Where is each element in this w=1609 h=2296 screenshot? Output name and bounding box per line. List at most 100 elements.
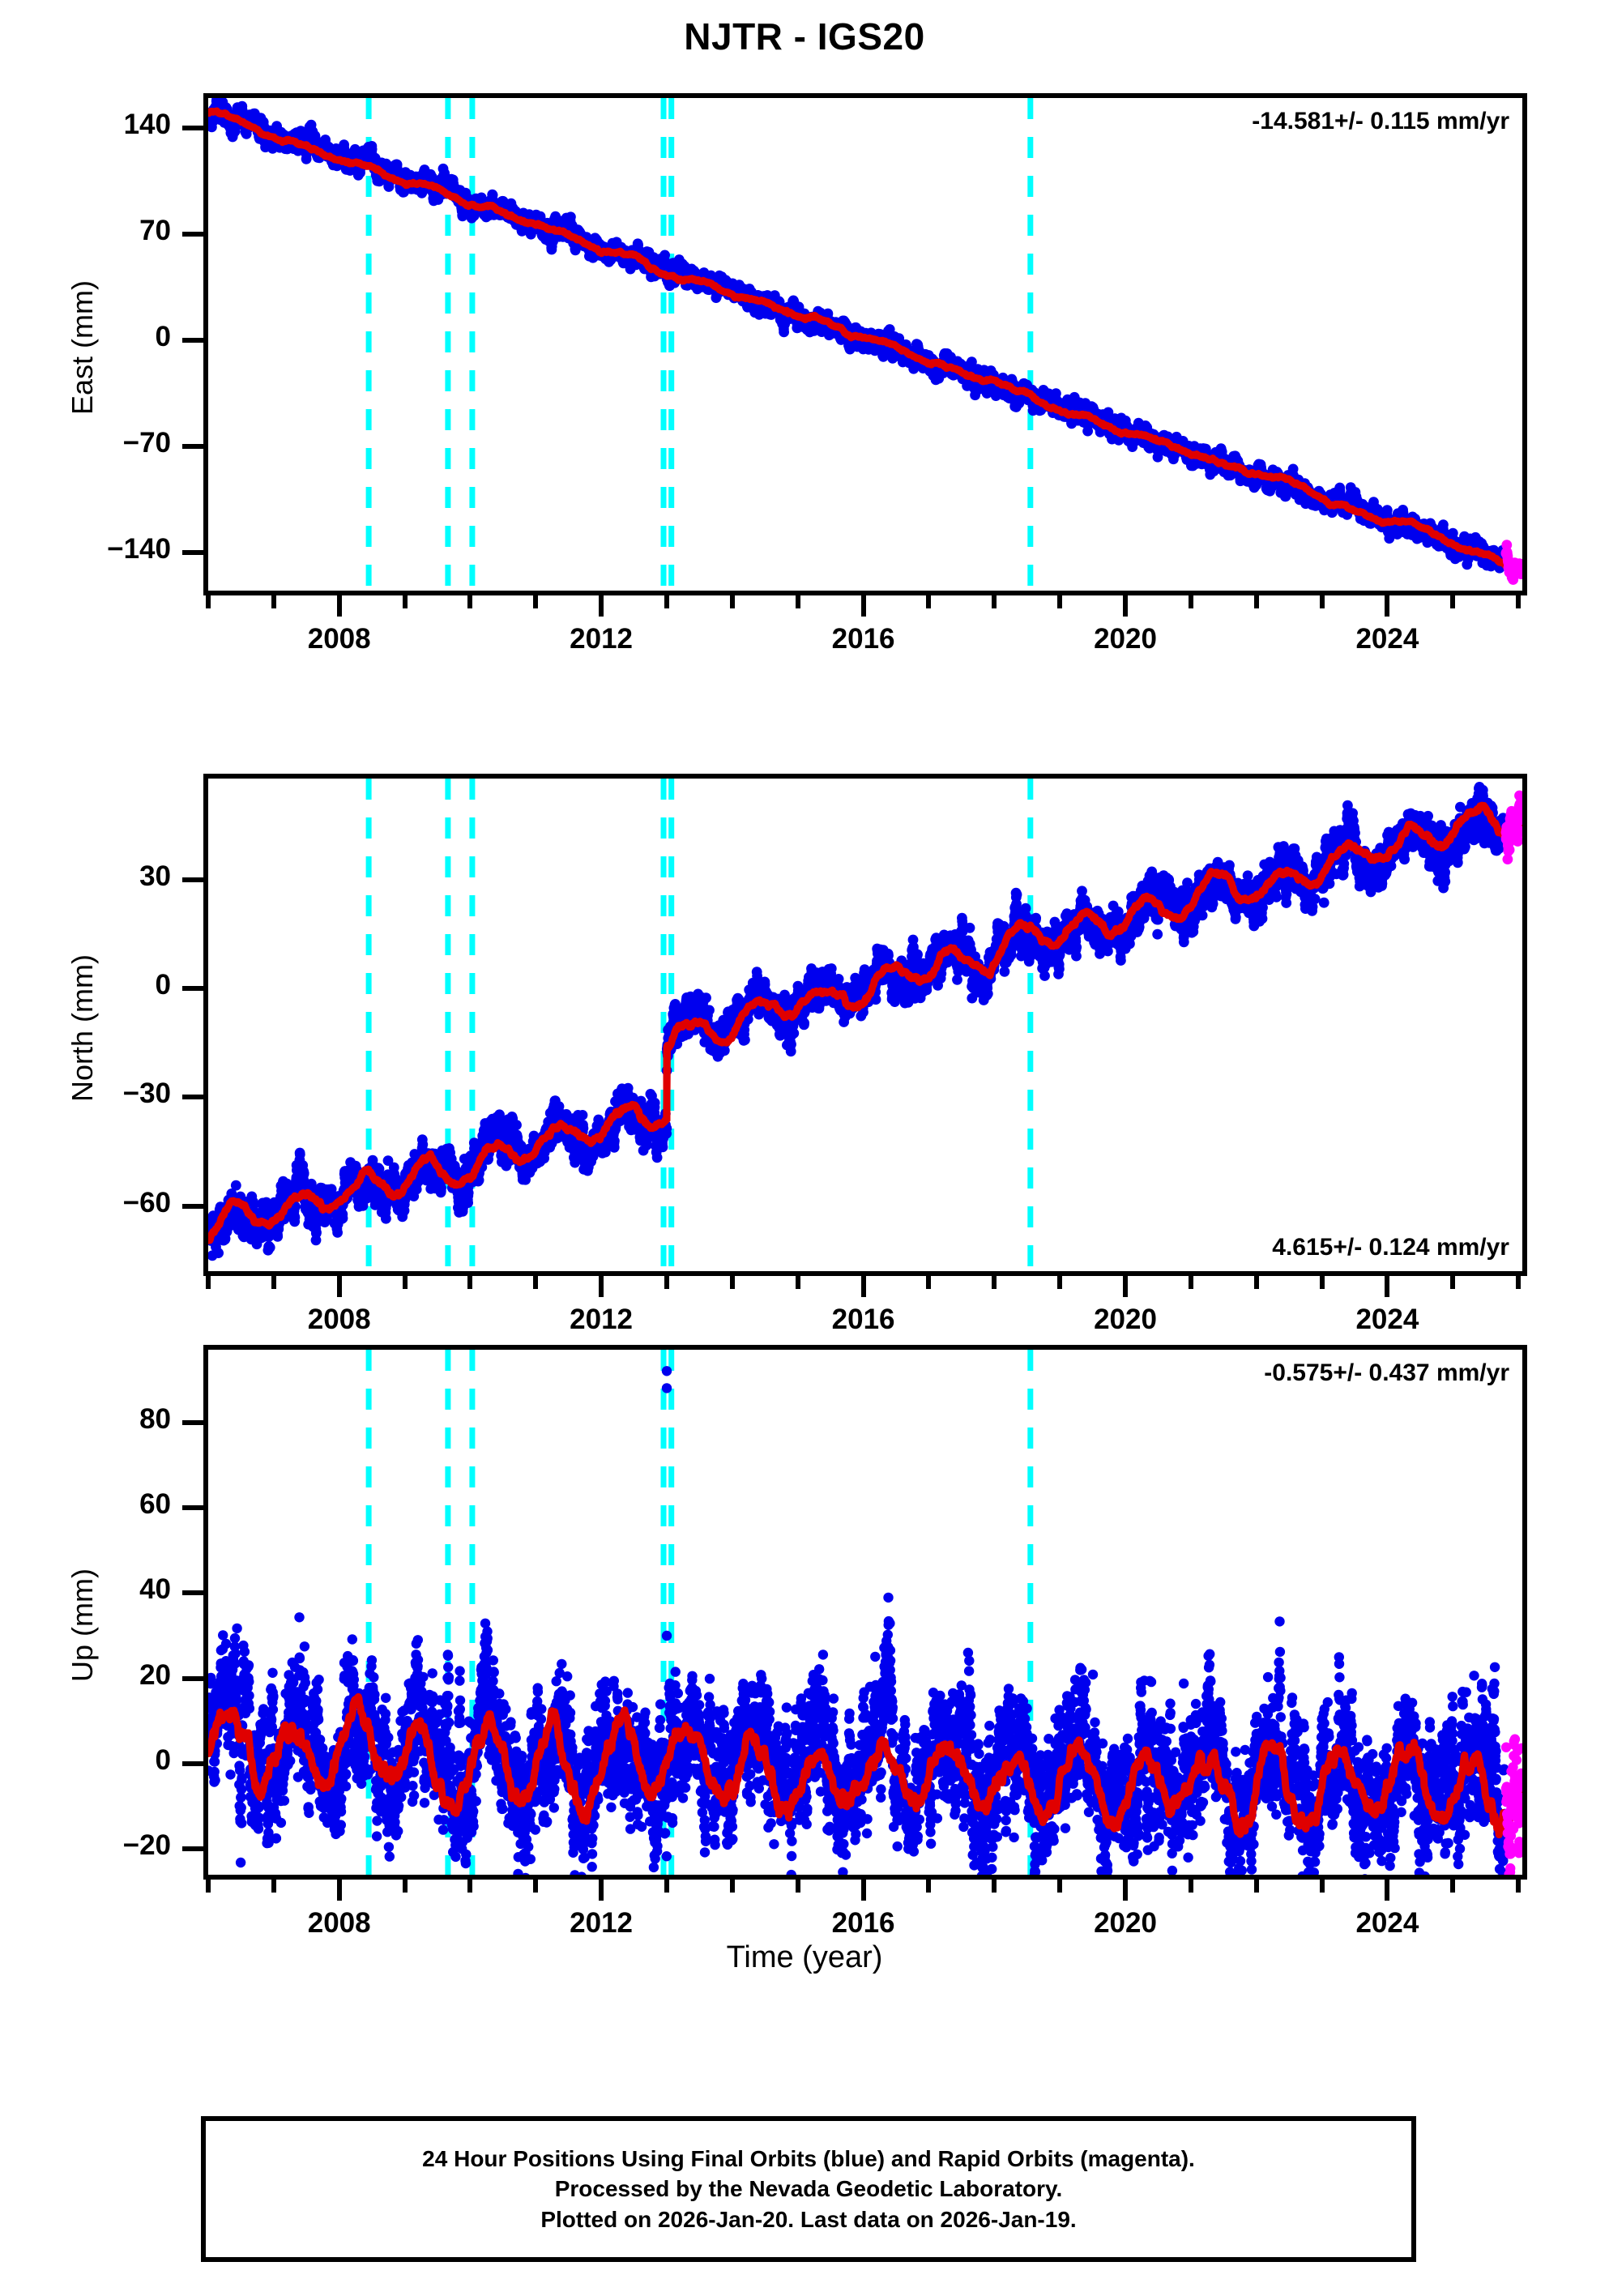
panel-north-frame bbox=[203, 774, 1527, 1276]
x-tick-up-2018 bbox=[992, 1880, 997, 1893]
y-tick-up-1 bbox=[182, 1504, 203, 1510]
y-tick-up-0 bbox=[182, 1419, 203, 1425]
x-tick-north-2020 bbox=[1123, 1276, 1128, 1297]
x-tick-up-2019 bbox=[1057, 1880, 1063, 1893]
y-tick-up-2 bbox=[182, 1590, 203, 1596]
x-tick-north-2007 bbox=[271, 1276, 276, 1289]
x-tick-up-2006 bbox=[206, 1880, 211, 1893]
x-tick-label-up-2024: 2024 bbox=[1314, 1907, 1460, 1940]
y-tick-east-0 bbox=[182, 126, 203, 131]
x-tick-up-2010 bbox=[467, 1880, 473, 1893]
y-tick-up-5 bbox=[182, 1846, 203, 1852]
y-tick-east-1 bbox=[182, 232, 203, 237]
x-tick-label-east-2020: 2020 bbox=[1052, 623, 1198, 655]
x-tick-label-east-2024: 2024 bbox=[1314, 623, 1460, 655]
caption-box: 24 Hour Positions Using Final Orbits (bl… bbox=[201, 2116, 1416, 2262]
y-tick-east-2 bbox=[182, 338, 203, 344]
x-tick-label-up-2008: 2008 bbox=[267, 1907, 412, 1940]
y-tick-label-up-3: 20 bbox=[9, 1659, 171, 1692]
east-data-plot bbox=[208, 98, 1522, 591]
x-tick-north-2008 bbox=[336, 1276, 342, 1297]
x-tick-north-2024 bbox=[1385, 1276, 1390, 1297]
y-tick-label-east-3: −70 bbox=[9, 427, 171, 459]
x-tick-east-2025 bbox=[1450, 595, 1456, 608]
y-tick-up-3 bbox=[182, 1675, 203, 1681]
north-rate-label: 4.615+/- 0.124 mm/yr bbox=[1272, 1234, 1509, 1261]
east-rate-label: -14.581+/- 0.115 mm/yr bbox=[1252, 108, 1509, 135]
x-tick-north-2012 bbox=[599, 1276, 604, 1297]
x-tick-north-2010 bbox=[467, 1276, 473, 1289]
x-tick-up-2013 bbox=[664, 1880, 669, 1893]
x-tick-up-2011 bbox=[533, 1880, 539, 1893]
x-tick-up-2009 bbox=[402, 1880, 408, 1893]
x-tick-up-2017 bbox=[926, 1880, 932, 1893]
x-tick-label-north-2024: 2024 bbox=[1314, 1304, 1460, 1336]
y-tick-label-north-1: 0 bbox=[9, 969, 171, 1001]
x-tick-east-2022 bbox=[1253, 595, 1259, 608]
x-tick-east-2008 bbox=[336, 595, 342, 617]
panel-up: -0.575+/- 0.437 mm/yr bbox=[203, 1345, 1527, 1880]
x-tick-north-2021 bbox=[1188, 1276, 1193, 1289]
panel-north-canvas bbox=[208, 779, 1522, 1271]
x-tick-east-2012 bbox=[599, 595, 604, 617]
y-tick-label-up-1: 60 bbox=[9, 1488, 171, 1521]
y-tick-label-east-2: 0 bbox=[9, 321, 171, 353]
x-tick-east-2017 bbox=[926, 595, 932, 608]
north-data-plot bbox=[208, 779, 1522, 1271]
y-tick-label-up-4: 0 bbox=[9, 1744, 171, 1777]
x-tick-east-2020 bbox=[1123, 595, 1128, 617]
x-tick-east-2021 bbox=[1188, 595, 1193, 608]
caption-line-3: Plotted on 2026-Jan-20. Last data on 202… bbox=[540, 2204, 1076, 2235]
x-tick-east-2013 bbox=[664, 595, 669, 608]
y-tick-label-north-3: −60 bbox=[9, 1187, 171, 1219]
y-tick-east-3 bbox=[182, 444, 203, 450]
up-axis-label: Up (mm) bbox=[66, 1528, 100, 1722]
x-tick-east-2014 bbox=[729, 595, 735, 608]
x-tick-north-2022 bbox=[1253, 1276, 1259, 1289]
x-tick-east-2007 bbox=[271, 595, 276, 608]
x-tick-label-up-2020: 2020 bbox=[1052, 1907, 1198, 1940]
x-tick-north-2015 bbox=[795, 1276, 800, 1289]
x-axis-title: Time (year) bbox=[0, 1940, 1609, 1975]
y-tick-north-3 bbox=[182, 1203, 203, 1209]
x-tick-east-2018 bbox=[992, 595, 997, 608]
x-tick-north-2013 bbox=[664, 1276, 669, 1289]
x-tick-up-2016 bbox=[860, 1880, 866, 1901]
x-tick-east-2015 bbox=[795, 595, 800, 608]
y-tick-label-up-5: −20 bbox=[9, 1829, 171, 1862]
x-tick-label-up-2012: 2012 bbox=[528, 1907, 674, 1940]
x-tick-up-2012 bbox=[599, 1880, 604, 1901]
x-tick-up-2024 bbox=[1385, 1880, 1390, 1901]
x-tick-up-2007 bbox=[271, 1880, 276, 1893]
x-tick-label-north-2012: 2012 bbox=[528, 1304, 674, 1336]
x-tick-up-2021 bbox=[1188, 1880, 1193, 1893]
panel-up-canvas bbox=[208, 1350, 1522, 1875]
x-tick-north-2009 bbox=[402, 1276, 408, 1289]
panel-east-canvas bbox=[208, 98, 1522, 591]
panel-north: 4.615+/- 0.124 mm/yr bbox=[203, 774, 1527, 1276]
y-tick-label-east-0: 140 bbox=[9, 109, 171, 141]
x-tick-label-north-2016: 2016 bbox=[791, 1304, 937, 1336]
x-tick-east-2009 bbox=[402, 595, 408, 608]
y-tick-north-2 bbox=[182, 1095, 203, 1100]
x-tick-east-2016 bbox=[860, 595, 866, 617]
x-tick-up-2026 bbox=[1516, 1880, 1522, 1893]
x-tick-north-2023 bbox=[1319, 1276, 1325, 1289]
x-tick-label-north-2020: 2020 bbox=[1052, 1304, 1198, 1336]
x-tick-up-2025 bbox=[1450, 1880, 1456, 1893]
y-tick-label-east-4: −140 bbox=[9, 533, 171, 565]
x-tick-up-2014 bbox=[729, 1880, 735, 1893]
x-tick-east-2026 bbox=[1516, 595, 1522, 608]
x-tick-up-2023 bbox=[1319, 1880, 1325, 1893]
x-tick-north-2017 bbox=[926, 1276, 932, 1289]
x-tick-north-2018 bbox=[992, 1276, 997, 1289]
x-tick-up-2008 bbox=[336, 1880, 342, 1901]
x-tick-east-2010 bbox=[467, 595, 473, 608]
x-tick-north-2014 bbox=[729, 1276, 735, 1289]
y-tick-label-north-2: −30 bbox=[9, 1078, 171, 1110]
x-tick-up-2020 bbox=[1123, 1880, 1128, 1901]
x-tick-north-2016 bbox=[860, 1276, 866, 1297]
x-tick-east-2019 bbox=[1057, 595, 1063, 608]
y-tick-label-north-0: 30 bbox=[9, 860, 171, 893]
